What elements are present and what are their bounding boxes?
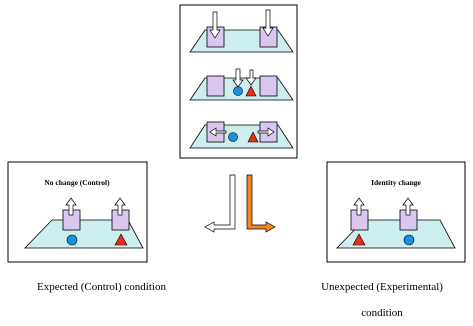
caption: Unexpected (Experimental) condition (300, 274, 464, 326)
step-3 (190, 122, 293, 148)
experimental-arrow (247, 175, 275, 232)
caption: Expected (Control) condition (0, 274, 203, 300)
experimental-title: Identity change (371, 178, 421, 187)
control-arrow (205, 175, 235, 232)
control-title: No change (Control) (44, 178, 110, 187)
page: No change (Control) Identity change Expe… (0, 0, 473, 323)
